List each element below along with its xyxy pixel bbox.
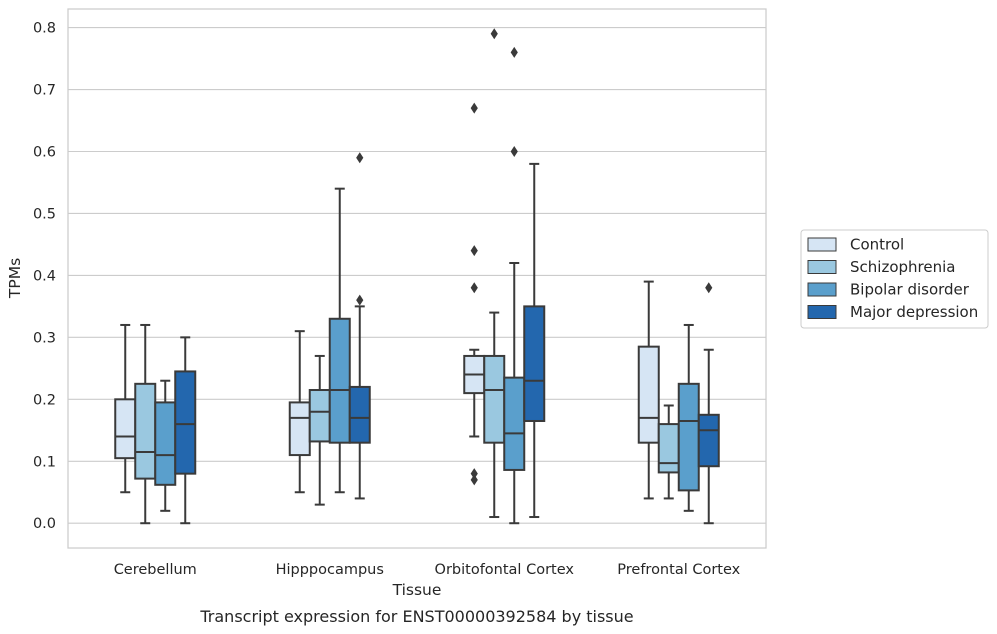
box-plot-area — [114, 28, 720, 525]
box-bipolar-disorder — [677, 323, 700, 512]
box-body — [348, 385, 371, 444]
x-tick-label: Hipppocampus — [276, 562, 384, 578]
y-tick-label: 0.0 — [33, 516, 56, 532]
outlier-point — [490, 28, 498, 40]
outlier-point — [356, 152, 364, 164]
outlier-point — [470, 245, 478, 257]
plot-frame — [67, 8, 767, 549]
outlier-point — [705, 282, 713, 294]
legend: Control Schizophrenia Bipolar disorder Majo… — [800, 229, 989, 329]
outlier-point — [470, 474, 478, 486]
legend-label: Control — [850, 236, 904, 254]
box-body — [288, 401, 311, 457]
y-tick-label: 0.5 — [33, 206, 56, 222]
box-body — [657, 423, 680, 474]
box-body — [328, 317, 351, 444]
box-major-depression — [174, 336, 197, 525]
legend-swatch — [807, 260, 837, 274]
legend-label: Bipolar disorder — [850, 281, 970, 299]
box-bipolar-disorder — [328, 187, 351, 494]
x-tick-label: Orbitofontal Cortex — [435, 562, 575, 578]
outlier-point — [470, 102, 478, 114]
y-tick-label: 0.2 — [33, 392, 56, 408]
box-bipolar-disorder — [154, 379, 177, 512]
box-body — [637, 345, 660, 444]
box-major-depression — [697, 282, 720, 525]
legend-label: Major depression — [850, 303, 978, 321]
chart-caption: Transcript expression for ENST0000039258… — [199, 607, 633, 626]
legend-swatch — [807, 282, 837, 297]
box-body — [697, 413, 720, 468]
box-schizophrenia — [483, 28, 506, 519]
box-body — [174, 370, 197, 475]
box-body — [503, 376, 526, 471]
y-tick-label: 0.4 — [33, 268, 56, 284]
y-axis-label: TPMs — [6, 258, 24, 299]
y-tick-label: 0.7 — [33, 83, 56, 99]
box-bipolar-disorder — [503, 46, 526, 525]
box-control — [288, 330, 311, 494]
y-tick-label: 0.8 — [33, 21, 56, 37]
box-control — [114, 323, 137, 494]
outlier-point — [470, 468, 478, 480]
box-major-depression — [523, 162, 546, 519]
y-axis-ticks: 0.0 0.1 0.2 0.3 0.4 0.5 0.6 0.7 0.8 — [33, 21, 56, 533]
x-tick-label: Prefrontal Cortex — [617, 562, 740, 578]
box-schizophrenia — [134, 323, 157, 525]
box-body — [483, 354, 506, 444]
box-body — [308, 389, 331, 443]
y-tick-label: 0.6 — [33, 144, 56, 160]
x-axis-label: Tissue — [392, 581, 442, 599]
box-schizophrenia — [657, 404, 680, 500]
legend-box — [800, 229, 989, 329]
box-body — [677, 382, 700, 492]
box-body — [114, 398, 137, 460]
box-major-depression — [348, 152, 371, 500]
outlier-point — [470, 282, 478, 294]
y-tick-label: 0.1 — [33, 454, 56, 470]
legend-label: Schizophrenia — [850, 258, 955, 276]
x-axis-ticks: Cerebellum Hipppocampus Orbitofontal Corte… — [114, 562, 741, 578]
x-tick-label: Cerebellum — [114, 562, 197, 578]
box-control — [463, 102, 486, 486]
box-body — [523, 305, 546, 422]
box-body — [154, 401, 177, 486]
box-schizophrenia — [308, 354, 331, 506]
legend-swatch — [807, 305, 837, 319]
box-body — [134, 382, 157, 480]
y-tick-label: 0.3 — [33, 330, 56, 346]
legend-swatch — [807, 237, 837, 252]
outlier-point — [510, 46, 518, 58]
outlier-point — [356, 294, 364, 306]
box-control — [637, 280, 660, 500]
outlier-point — [510, 145, 518, 157]
